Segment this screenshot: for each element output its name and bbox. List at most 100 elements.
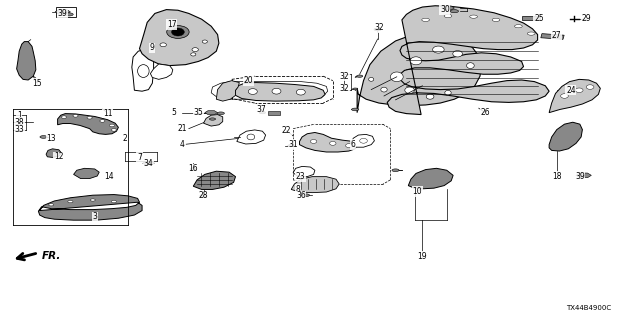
Text: 37: 37	[256, 105, 266, 114]
Bar	[56, 7, 76, 17]
Text: 32: 32	[339, 72, 349, 81]
Ellipse shape	[330, 141, 336, 145]
Ellipse shape	[200, 195, 207, 197]
Text: 11: 11	[103, 109, 112, 118]
Text: 2: 2	[122, 134, 127, 143]
Polygon shape	[216, 81, 239, 101]
Ellipse shape	[404, 87, 415, 93]
Ellipse shape	[444, 14, 452, 18]
Ellipse shape	[381, 87, 387, 92]
Polygon shape	[58, 114, 118, 134]
Polygon shape	[38, 195, 142, 220]
Text: 5: 5	[172, 108, 177, 117]
Ellipse shape	[138, 65, 149, 77]
Text: 28: 28	[199, 191, 208, 200]
Ellipse shape	[360, 138, 367, 143]
Text: 26: 26	[480, 108, 490, 117]
Text: 32: 32	[374, 23, 384, 32]
Polygon shape	[140, 10, 219, 66]
Ellipse shape	[202, 40, 207, 43]
Ellipse shape	[191, 53, 196, 56]
Ellipse shape	[65, 13, 73, 16]
Polygon shape	[46, 149, 61, 157]
Text: 3: 3	[92, 212, 97, 221]
Ellipse shape	[356, 75, 363, 77]
Ellipse shape	[167, 26, 189, 38]
Text: 27: 27	[552, 31, 562, 40]
Polygon shape	[293, 166, 315, 177]
Ellipse shape	[87, 116, 92, 119]
Ellipse shape	[369, 77, 374, 81]
Ellipse shape	[100, 120, 105, 122]
Text: 16: 16	[188, 164, 198, 173]
Ellipse shape	[527, 32, 535, 35]
Ellipse shape	[492, 18, 500, 21]
Ellipse shape	[302, 194, 310, 196]
Ellipse shape	[172, 28, 184, 36]
Text: 4: 4	[180, 140, 185, 149]
Polygon shape	[351, 134, 374, 147]
Text: 32: 32	[339, 84, 349, 93]
Text: 14: 14	[104, 172, 114, 181]
Ellipse shape	[410, 57, 422, 65]
Polygon shape	[55, 10, 70, 14]
Polygon shape	[237, 130, 266, 144]
Ellipse shape	[561, 94, 568, 98]
Polygon shape	[387, 6, 549, 115]
Text: 8: 8	[295, 185, 300, 194]
Ellipse shape	[288, 144, 294, 147]
Ellipse shape	[353, 88, 358, 90]
Ellipse shape	[49, 204, 54, 206]
Ellipse shape	[296, 89, 305, 95]
Ellipse shape	[445, 90, 451, 95]
Ellipse shape	[209, 118, 216, 120]
Ellipse shape	[68, 200, 73, 203]
Text: 20: 20	[243, 76, 253, 85]
Text: 31: 31	[288, 140, 298, 149]
Text: 23: 23	[296, 172, 306, 181]
Text: 19: 19	[417, 252, 428, 261]
Ellipse shape	[470, 15, 477, 18]
Text: 39: 39	[575, 172, 585, 181]
Text: 39: 39	[58, 9, 68, 18]
Ellipse shape	[453, 51, 463, 57]
Text: 9: 9	[150, 44, 155, 52]
Text: 1: 1	[17, 111, 22, 120]
Polygon shape	[549, 122, 582, 151]
Text: 38: 38	[14, 118, 24, 127]
Text: 35: 35	[193, 108, 204, 117]
Text: 10: 10	[412, 187, 422, 196]
Ellipse shape	[40, 136, 47, 138]
Ellipse shape	[346, 144, 352, 148]
Text: 34: 34	[143, 159, 154, 168]
Text: 18: 18	[552, 172, 561, 181]
Ellipse shape	[111, 129, 116, 131]
Bar	[541, 34, 564, 39]
Ellipse shape	[190, 168, 196, 170]
Ellipse shape	[109, 124, 115, 127]
Ellipse shape	[310, 140, 317, 143]
Text: FR.: FR.	[42, 251, 61, 261]
Polygon shape	[132, 50, 154, 91]
Ellipse shape	[515, 25, 522, 28]
Text: 36: 36	[296, 191, 306, 200]
Ellipse shape	[111, 200, 116, 203]
Ellipse shape	[73, 115, 78, 117]
Text: 13: 13	[46, 134, 56, 143]
Text: 22: 22	[282, 126, 291, 135]
Bar	[522, 16, 540, 20]
Ellipse shape	[390, 72, 403, 82]
Ellipse shape	[351, 108, 359, 111]
Ellipse shape	[433, 46, 444, 53]
Polygon shape	[143, 162, 154, 165]
Text: 21: 21	[178, 124, 187, 133]
Ellipse shape	[272, 88, 281, 94]
Polygon shape	[150, 64, 173, 79]
Text: 30: 30	[440, 5, 450, 14]
Text: 29: 29	[581, 14, 591, 23]
Polygon shape	[236, 83, 325, 101]
Ellipse shape	[61, 116, 67, 118]
Text: 15: 15	[32, 79, 42, 88]
Polygon shape	[576, 173, 591, 178]
Text: 17: 17	[166, 20, 177, 29]
